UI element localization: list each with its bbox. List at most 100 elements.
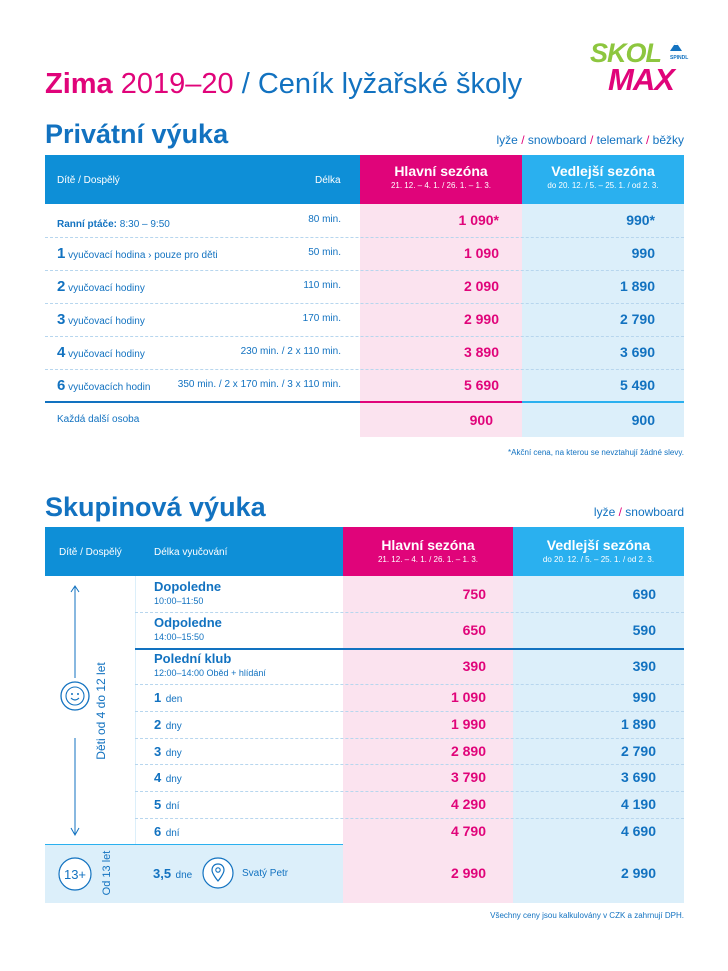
row-divider <box>45 303 684 304</box>
off-season-price: 2 790 <box>620 742 656 759</box>
group-section-title: Skupinová výuka <box>45 492 266 522</box>
off-season-column <box>522 204 684 437</box>
group-main-column <box>343 576 513 903</box>
day-count-unit: den <box>165 694 183 705</box>
lesson-time: 14:00–15:50 <box>154 632 205 642</box>
lesson-label-text: 8:30 – 9:50 <box>117 219 170 230</box>
lesson-duration: 110 min. <box>303 280 341 291</box>
off-season-title: Vedlejší sezóna <box>551 163 655 179</box>
off-season-dates: do 20. 12. / 5. – 25. 1. / od 2. 3. <box>542 555 655 564</box>
row-divider <box>135 710 684 712</box>
main-season-dates: 21. 12. – 4. 1. / 26. 1. – 1. 3. <box>377 555 479 564</box>
main-season-price: 2 990 <box>463 311 499 327</box>
location-pin-icon <box>202 857 234 889</box>
day-count-unit: dny <box>165 747 182 759</box>
lesson-label-text: vyučovacích hodin <box>65 382 151 393</box>
private-header-left <box>45 155 360 204</box>
lesson-count: 4 <box>57 344 66 361</box>
season-years: 2019–20 <box>120 68 234 100</box>
group-header-left <box>45 527 343 576</box>
lesson-label-text: vyučovací hodiny <box>65 316 145 327</box>
private-head-who: Dítě / Dospělý <box>57 175 120 186</box>
group-head-length: Délka vyučování <box>154 547 228 558</box>
adult-row-band <box>45 845 343 903</box>
age-badge-icon <box>58 857 92 891</box>
row-divider <box>135 791 684 793</box>
tag-snowboard: snowboard <box>625 505 684 519</box>
group-tags: lyže / snowboard <box>593 505 684 519</box>
row-divider <box>135 764 684 766</box>
group-day-row: 5 dní 4 290 4 190 <box>135 791 684 818</box>
lesson-time: 12:00–14:00 Oběd + hlídání <box>154 668 266 678</box>
tag-cross-country: běžky <box>652 133 684 147</box>
main-season-price: 3 890 <box>463 344 499 360</box>
main-season-price: 3 790 <box>450 769 486 786</box>
lesson-duration: 350 min. / 2 x 170 min. / 3 x 110 min. <box>177 379 341 390</box>
smiley-face-icon <box>60 681 90 711</box>
main-season-price: 1 090* <box>458 212 499 228</box>
private-divider-main <box>360 401 522 403</box>
day-count-unit: dní <box>165 801 180 813</box>
lesson-label: 1 vyučovací hodina › pouze pro děti <box>57 245 218 262</box>
off-season-price: 1 890 <box>619 278 655 294</box>
private-price-row: 4 vyučovací hodiny 230 min. / 2 x 110 min… <box>45 336 684 369</box>
row-divider <box>135 648 684 650</box>
tag-snowboard: snowboard <box>527 133 587 147</box>
group-named-row: Polední klub 12:00–14:00 Oběd + hlídání 39… <box>135 648 684 684</box>
day-count: 5 dní <box>154 796 180 814</box>
private-head-length: Délka <box>315 175 341 186</box>
private-head-main: Hlavní sezóna 21. 12. – 4. 1. / 26. 1. –… <box>360 155 522 204</box>
day-count-num: 1 <box>154 690 162 705</box>
private-price-table: Dítě / Dospělý Délka Hlavní sezóna 21. 1… <box>45 155 684 437</box>
off-season-title: Vedlejší sezóna <box>546 537 651 553</box>
lesson-duration: 170 min. <box>302 313 341 324</box>
lesson-label: 6 vyučovacích hodin <box>57 377 150 394</box>
lesson-label-text: vyučovací hodiny <box>65 349 145 360</box>
day-count-unit: dny <box>165 774 182 786</box>
private-divider-left <box>45 401 360 403</box>
kids-age-label: Děti od 4 do 12 let <box>94 662 108 760</box>
group-head-off: Vedlejší sezóna do 20. 12. / 5. – 25. 1.… <box>513 527 684 576</box>
group-head-who: Dítě / Dospělý <box>59 547 122 558</box>
lesson-label-bold: Ranní ptáče: <box>57 219 118 230</box>
kids-side-panel: Děti od 4 do 12 let <box>45 576 136 845</box>
off-season-price: 2 790 <box>619 311 655 327</box>
main-season-title: Hlavní sezóna <box>394 163 488 179</box>
main-season-price: 5 690 <box>463 377 499 393</box>
main-season-title: Hlavní sezóna <box>381 537 475 553</box>
day-count-num: 4 <box>154 770 162 786</box>
day-count-unit: dny <box>165 720 182 732</box>
private-divider-off <box>522 401 684 403</box>
day-count: 3 dny <box>154 743 182 761</box>
group-day-row: 4 dny 3 790 3 690 <box>135 764 684 791</box>
off-season-price: 690 <box>632 586 656 602</box>
lesson-label: 3 vyučovací hodiny <box>57 311 145 328</box>
group-day-row: 6 dní 4 790 4 690 <box>135 818 684 845</box>
main-season-dates: 21. 12. – 4. 1. / 26. 1. – 1. 3. <box>390 181 492 190</box>
row-divider <box>45 270 684 271</box>
lesson-name: Polední klub <box>154 651 232 666</box>
day-count: 6 dní <box>154 823 180 841</box>
private-price-row: Ranní ptáče: 8:30 – 9:50 80 min. 1 090* 990… <box>45 204 684 237</box>
row-divider <box>135 737 684 739</box>
private-price-row: 2 vyučovací hodiny 110 min. 2 090 1 890 <box>45 270 684 303</box>
extra-person-main-price: 900 <box>469 412 493 428</box>
adult-duration: 3,5 dne <box>153 865 192 883</box>
adult-main-price: 2 990 <box>450 865 486 881</box>
group-day-row: 3 dny 2 890 2 790 <box>135 737 684 765</box>
day-count-num: 6 <box>154 824 162 839</box>
age-badge-text: 13+ <box>63 867 87 882</box>
day-count: 1 den <box>154 689 182 707</box>
day-count: 4 dny <box>154 769 182 787</box>
promo-note: *Akční cena, na kterou se nevztahují žád… <box>508 448 684 457</box>
lesson-name: Dopoledne <box>154 579 222 594</box>
private-price-row: 3 vyučovací hodiny 170 min. 2 990 2 790 <box>45 303 684 336</box>
adult-days-num: 3,5 <box>153 866 172 881</box>
private-rows: Ranní ptáče: 8:30 – 9:50 80 min. 1 090* 990… <box>45 204 684 402</box>
off-season-price: 1 890 <box>620 715 656 732</box>
private-tags: lyže / snowboard / telemark / běžky <box>496 133 684 147</box>
day-count: 2 dny <box>154 716 182 734</box>
skolmax-logo: SPINDL SKOL MAX <box>590 38 689 97</box>
off-season-price: 4 190 <box>620 796 656 813</box>
lesson-duration: 80 min. <box>308 214 341 225</box>
